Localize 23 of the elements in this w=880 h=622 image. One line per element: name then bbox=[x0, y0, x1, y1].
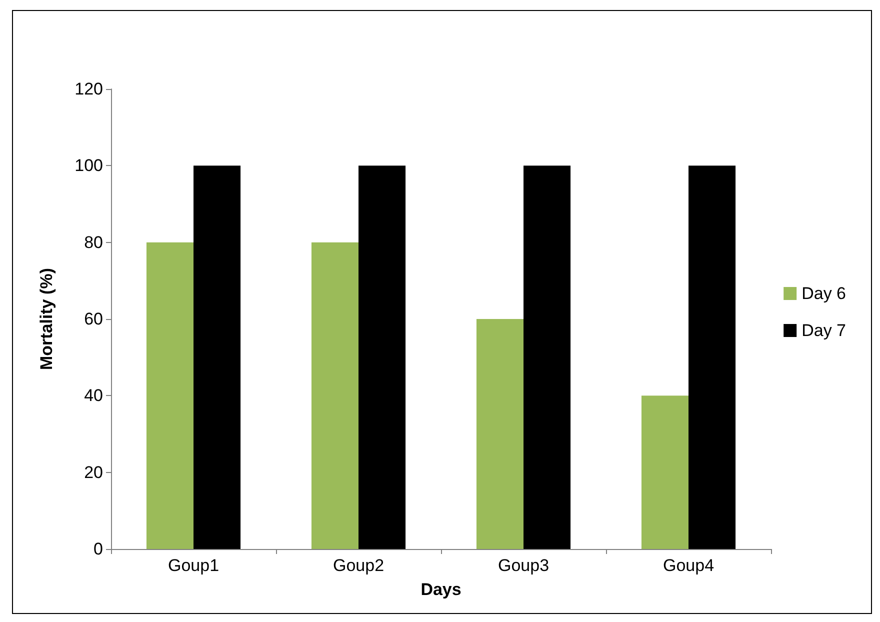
y-tick-label: 120 bbox=[74, 80, 103, 98]
y-tick-label: 40 bbox=[84, 386, 103, 406]
x-tick-label: Goup3 bbox=[498, 556, 550, 575]
x-tick-label: Goup2 bbox=[332, 556, 384, 575]
y-tick-label: 60 bbox=[84, 310, 103, 328]
legend-label: Day 6 bbox=[802, 284, 846, 303]
x-tick-label: Goup4 bbox=[662, 556, 714, 575]
x-tick-label: Goup1 bbox=[168, 556, 220, 575]
bar bbox=[146, 242, 194, 549]
y-tick-label: 0 bbox=[94, 540, 103, 558]
y-axis-title: Mortality (%) bbox=[37, 268, 56, 370]
bar bbox=[524, 166, 571, 549]
bar bbox=[358, 166, 406, 549]
y-tick-label: 20 bbox=[84, 462, 103, 482]
bar bbox=[476, 319, 524, 549]
legend-label: Day 7 bbox=[802, 321, 846, 340]
y-tick-label: 80 bbox=[84, 232, 103, 252]
x-axis-title: Days bbox=[420, 580, 462, 599]
bar bbox=[311, 242, 358, 549]
bar bbox=[194, 166, 241, 549]
bar bbox=[688, 166, 736, 549]
bar bbox=[641, 396, 688, 549]
y-tick-label: 100 bbox=[74, 156, 103, 176]
